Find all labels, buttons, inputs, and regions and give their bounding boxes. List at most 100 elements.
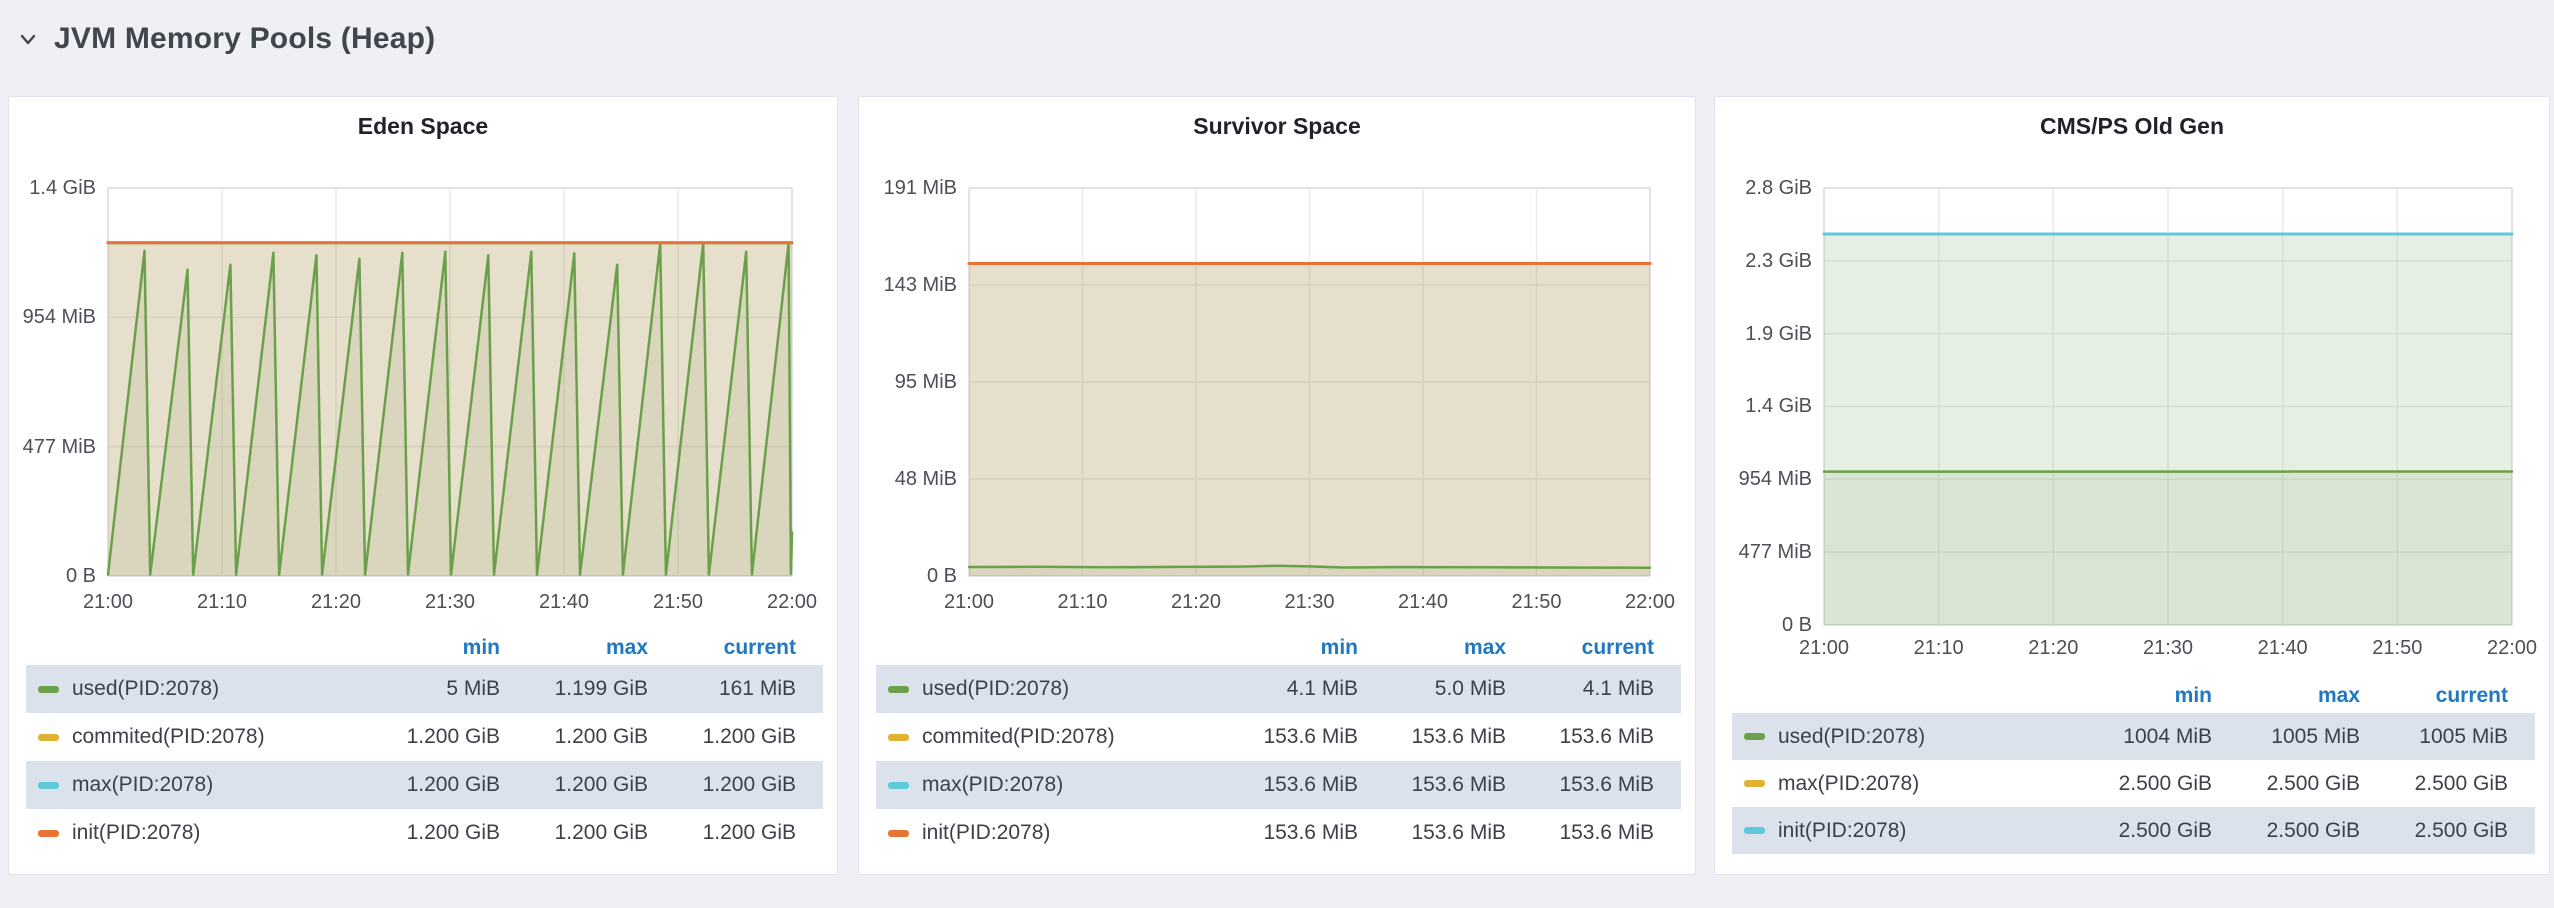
legend-series-label: init(PID:2078) [922, 821, 1051, 844]
panel-survivor-space: Survivor Space 191 MiB 143 MiB 95 MiB 48 Mi… [858, 96, 1696, 875]
legend-series-swatch [38, 781, 59, 789]
legend-value-current: 1.200 GiB [702, 725, 796, 748]
legend-series-label: max(PID:2078) [922, 773, 1064, 796]
x-axis-label: 21:00 [943, 591, 995, 613]
legend-value-max: 1.200 GiB [554, 725, 648, 748]
legend-series-swatch [888, 685, 909, 693]
legend-value-min: 153.6 MiB [1263, 773, 1358, 796]
legend-value-min: 1004 MiB [2123, 724, 2212, 748]
x-axis-label: 21:40 [2257, 637, 2308, 659]
legend-value-current: 153.6 MiB [1559, 725, 1654, 748]
legend-value-max: 1005 MiB [2271, 724, 2360, 748]
legend-value-max: 153.6 MiB [1411, 821, 1506, 844]
y-axis-label: 954 MiB [22, 306, 96, 329]
legend-value-min: 2.500 GiB [2118, 818, 2212, 842]
legend-row[interactable]: max(PID:2078) 153.6 MiB 153.6 MiB 153.6 MiB [876, 761, 1681, 809]
legend-value-current: 2.500 GiB [2414, 771, 2508, 795]
legend-value-current: 2.500 GiB [2414, 818, 2508, 842]
legend-series-swatch [1744, 780, 1765, 787]
x-axis-label: 21:10 [1913, 637, 1964, 659]
legend-value-max: 153.6 MiB [1411, 725, 1506, 748]
legend-value-min: 4.1 MiB [1286, 677, 1358, 700]
legend-series-name[interactable]: max(PID:2078) [1744, 772, 2064, 796]
chart-cms-ps-old-gen[interactable]: 2.8 GiB 2.3 GiB 1.9 GiB 1.4 GiB 954 MiB 477 M… [1715, 97, 2549, 874]
panel-cms-ps-old-gen: CMS/PS Old Gen 2.8 GiB 2.3 GiB 1.9 GiB 1.4 … [1714, 96, 2550, 875]
plot-area[interactable] [859, 97, 1697, 580]
legend-series-name[interactable]: used(PID:2078) [38, 677, 352, 701]
legend-col-current[interactable]: current [2435, 684, 2508, 707]
legend-series-swatch [888, 829, 909, 837]
legend-row[interactable]: used(PID:2078) 5 MiB 1.199 GiB 161 MiB [26, 665, 823, 713]
x-axis-label: 21:40 [1397, 591, 1449, 613]
x-axis-label: 21:00 [82, 591, 134, 613]
legend-header: min max current [26, 631, 823, 665]
panel-title[interactable]: CMS/PS Old Gen [2039, 113, 2225, 139]
legend-value-max: 5.0 MiB [1434, 677, 1506, 700]
legend-value-current: 153.6 MiB [1559, 821, 1654, 844]
legend-value-current: 1.200 GiB [702, 773, 796, 796]
legend-col-current[interactable]: current [1581, 636, 1654, 659]
legend-row[interactable]: commited(PID:2078) 153.6 MiB 153.6 MiB 153.… [876, 713, 1681, 761]
legend-series-name[interactable]: max(PID:2078) [38, 773, 352, 797]
x-axis-label: 21:50 [1511, 591, 1562, 613]
y-axis-label: 2.3 GiB [1745, 249, 1812, 272]
legend-value-min: 153.6 MiB [1263, 821, 1358, 844]
y-axis-label: 48 MiB [894, 467, 957, 490]
legend-series-name[interactable]: init(PID:2078) [888, 821, 1210, 845]
legend-series-name[interactable]: init(PID:2078) [1744, 819, 2064, 843]
legend-value-min: 2.500 GiB [2118, 771, 2212, 795]
legend-series-name[interactable]: commited(PID:2078) [888, 725, 1210, 749]
legend-eden-space: min max current used(PID:2078) 5 MiB 1.199 Gi… [26, 631, 823, 857]
legend-series-swatch [1744, 827, 1765, 834]
legend-col-min[interactable]: min [1320, 636, 1358, 659]
legend-series-name[interactable]: max(PID:2078) [888, 773, 1210, 797]
legend-row[interactable]: max(PID:2078) 1.200 GiB 1.200 GiB 1.200 GiB [26, 761, 823, 809]
legend-series-swatch [38, 733, 59, 741]
y-axis-label: 0 B [1781, 614, 1812, 636]
legend-value-max: 2.500 GiB [2266, 771, 2360, 795]
y-axis-label: 1.4 GiB [29, 177, 96, 199]
legend-series-swatch [888, 781, 909, 789]
legend-series-label: used(PID:2078) [72, 677, 220, 700]
plot-area[interactable] [9, 97, 839, 580]
legend-series-name[interactable]: commited(PID:2078) [38, 725, 352, 749]
chevron-down-icon[interactable] [16, 27, 40, 51]
legend-series-name[interactable]: used(PID:2078) [888, 677, 1210, 701]
legend-series-name[interactable]: used(PID:2078) [1744, 725, 2064, 749]
legend-col-min[interactable]: min [2174, 684, 2212, 707]
x-axis-label: 21:30 [424, 591, 476, 613]
legend-row[interactable]: commited(PID:2078) 1.200 GiB 1.200 GiB 1.20… [26, 713, 823, 761]
legend-series-name[interactable]: init(PID:2078) [38, 821, 352, 845]
legend-row[interactable]: used(PID:2078) 4.1 MiB 5.0 MiB 4.1 MiB [876, 665, 1681, 713]
chart-eden-space[interactable]: 1.4 GiB 954 MiB 477 MiB 0 B 21:00 21:10 21:20 2… [9, 97, 837, 874]
legend-col-min[interactable]: min [462, 636, 500, 659]
legend-col-max[interactable]: max [1463, 636, 1506, 659]
legend-row[interactable]: init(PID:2078) 153.6 MiB 153.6 MiB 153.6 Mi… [876, 809, 1681, 857]
legend-series-swatch [888, 733, 909, 741]
dashboard-row-header[interactable]: JVM Memory Pools (Heap) [16, 22, 435, 56]
legend-row[interactable]: used(PID:2078) 1004 MiB 1005 MiB 1005 MiB [1732, 713, 2535, 760]
x-axis-label: 21:10 [1057, 591, 1108, 613]
legend-col-max[interactable]: max [2317, 684, 2360, 707]
legend-value-current: 4.1 MiB [1582, 677, 1654, 700]
legend-row[interactable]: max(PID:2078) 2.500 GiB 2.500 GiB 2.500 GiB [1732, 760, 2535, 807]
legend-series-label: init(PID:2078) [1778, 818, 1907, 842]
legend-value-min: 1.200 GiB [406, 725, 500, 748]
panel-title[interactable]: Eden Space [357, 113, 489, 139]
plot-area[interactable] [1715, 97, 2551, 629]
legend-col-current[interactable]: current [723, 636, 796, 659]
legend-value-min: 153.6 MiB [1263, 725, 1358, 748]
legend-row[interactable]: init(PID:2078) 2.500 GiB 2.500 GiB 2.500 Gi… [1732, 807, 2535, 854]
y-axis-label: 477 MiB [22, 435, 96, 458]
legend-value-min: 1.200 GiB [406, 821, 500, 844]
legend-col-max[interactable]: max [605, 636, 648, 659]
legend-value-max: 1.200 GiB [554, 821, 648, 844]
row-title[interactable]: JVM Memory Pools (Heap) [54, 22, 436, 55]
panel-title[interactable]: Survivor Space [1193, 113, 1361, 139]
legend-row[interactable]: init(PID:2078) 1.200 GiB 1.200 GiB 1.200 Gi… [26, 809, 823, 857]
x-axis-label: 21:10 [196, 591, 248, 613]
y-axis-label: 1.9 GiB [1745, 322, 1812, 345]
chart-survivor-space[interactable]: 191 MiB 143 MiB 95 MiB 48 MiB 0 B 21:00 21:10 2… [859, 97, 1695, 874]
legend-value-min: 5 MiB [446, 677, 500, 700]
x-axis-label: 21:50 [2372, 637, 2423, 659]
